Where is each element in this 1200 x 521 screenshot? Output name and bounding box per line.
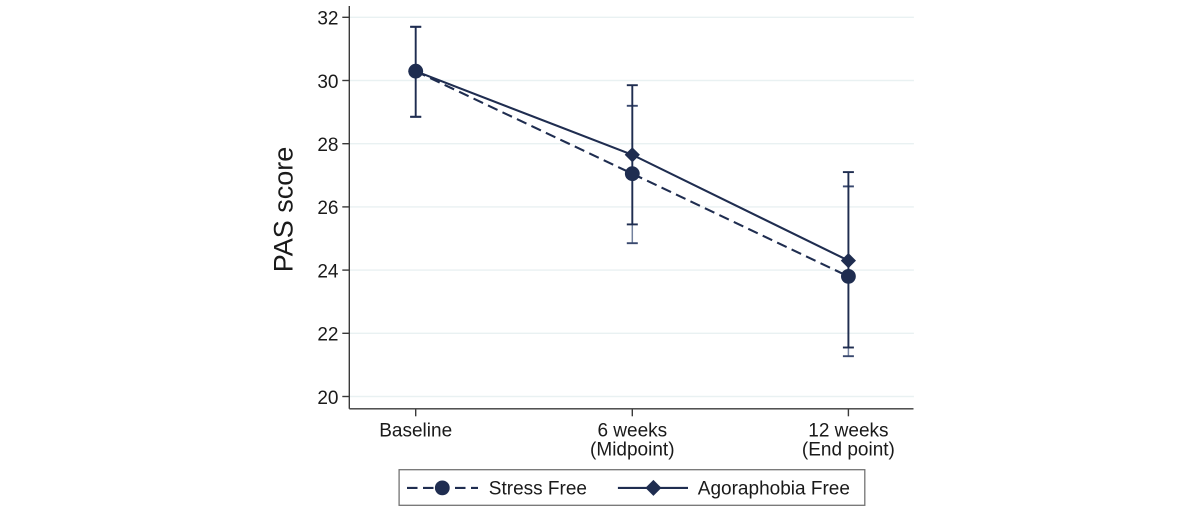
svg-text:20: 20 bbox=[317, 388, 338, 409]
svg-text:12 weeks: 12 weeks bbox=[808, 421, 888, 442]
svg-text:(End point): (End point) bbox=[802, 440, 895, 461]
svg-text:30: 30 bbox=[317, 72, 338, 93]
svg-text:22: 22 bbox=[317, 325, 338, 346]
svg-text:26: 26 bbox=[317, 198, 338, 219]
svg-text:32: 32 bbox=[317, 9, 338, 30]
svg-text:28: 28 bbox=[317, 135, 338, 156]
svg-text:Stress Free: Stress Free bbox=[489, 478, 587, 499]
svg-text:PAS score: PAS score bbox=[269, 147, 299, 273]
svg-text:(Midpoint): (Midpoint) bbox=[590, 440, 674, 461]
svg-text:24: 24 bbox=[317, 261, 339, 282]
svg-text:Baseline: Baseline bbox=[379, 421, 452, 442]
svg-text:6 weeks: 6 weeks bbox=[597, 421, 667, 442]
svg-text:Agoraphobia Free: Agoraphobia Free bbox=[698, 478, 850, 499]
